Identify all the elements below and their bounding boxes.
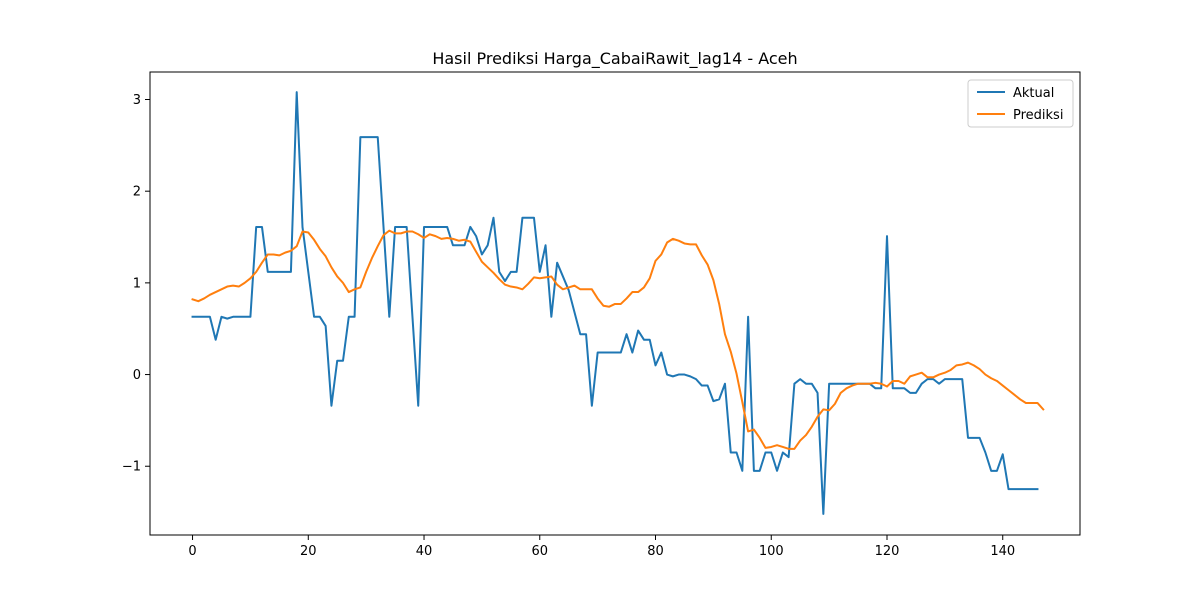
plot-area (191, 91, 1045, 515)
legend: Aktual Prediksi (967, 79, 1074, 128)
legend-label-prediksi: Prediksi (1013, 108, 1063, 123)
x-tick-label: 40 (416, 544, 433, 559)
x-tick-label: 60 (531, 544, 548, 559)
y-tick-label: 0 (133, 368, 141, 383)
x-tick-label: 80 (647, 544, 664, 559)
plot-frame (149, 71, 1081, 536)
x-tick-label: 100 (759, 544, 784, 559)
x-axis: 0 20 40 60 80 100 120 140 (188, 535, 1015, 559)
chart-title: Hasil Prediksi Harga_CabaiRawit_lag14 - … (432, 49, 797, 69)
y-tick-label: 1 (133, 276, 141, 291)
x-tick-label: 0 (188, 544, 196, 559)
x-tick-label: 20 (300, 544, 317, 559)
y-tick-label: 2 (133, 185, 141, 200)
series-line-aktual (191, 91, 1039, 515)
y-tick-label: 3 (133, 93, 141, 108)
y-axis: −1 0 1 2 3 (122, 93, 150, 475)
legend-label-aktual: Aktual (1013, 86, 1054, 101)
series-line-prediksi (191, 229, 1045, 450)
x-tick-label: 140 (990, 544, 1015, 559)
y-tick-label: −1 (122, 460, 141, 475)
x-tick-label: 120 (875, 544, 900, 559)
